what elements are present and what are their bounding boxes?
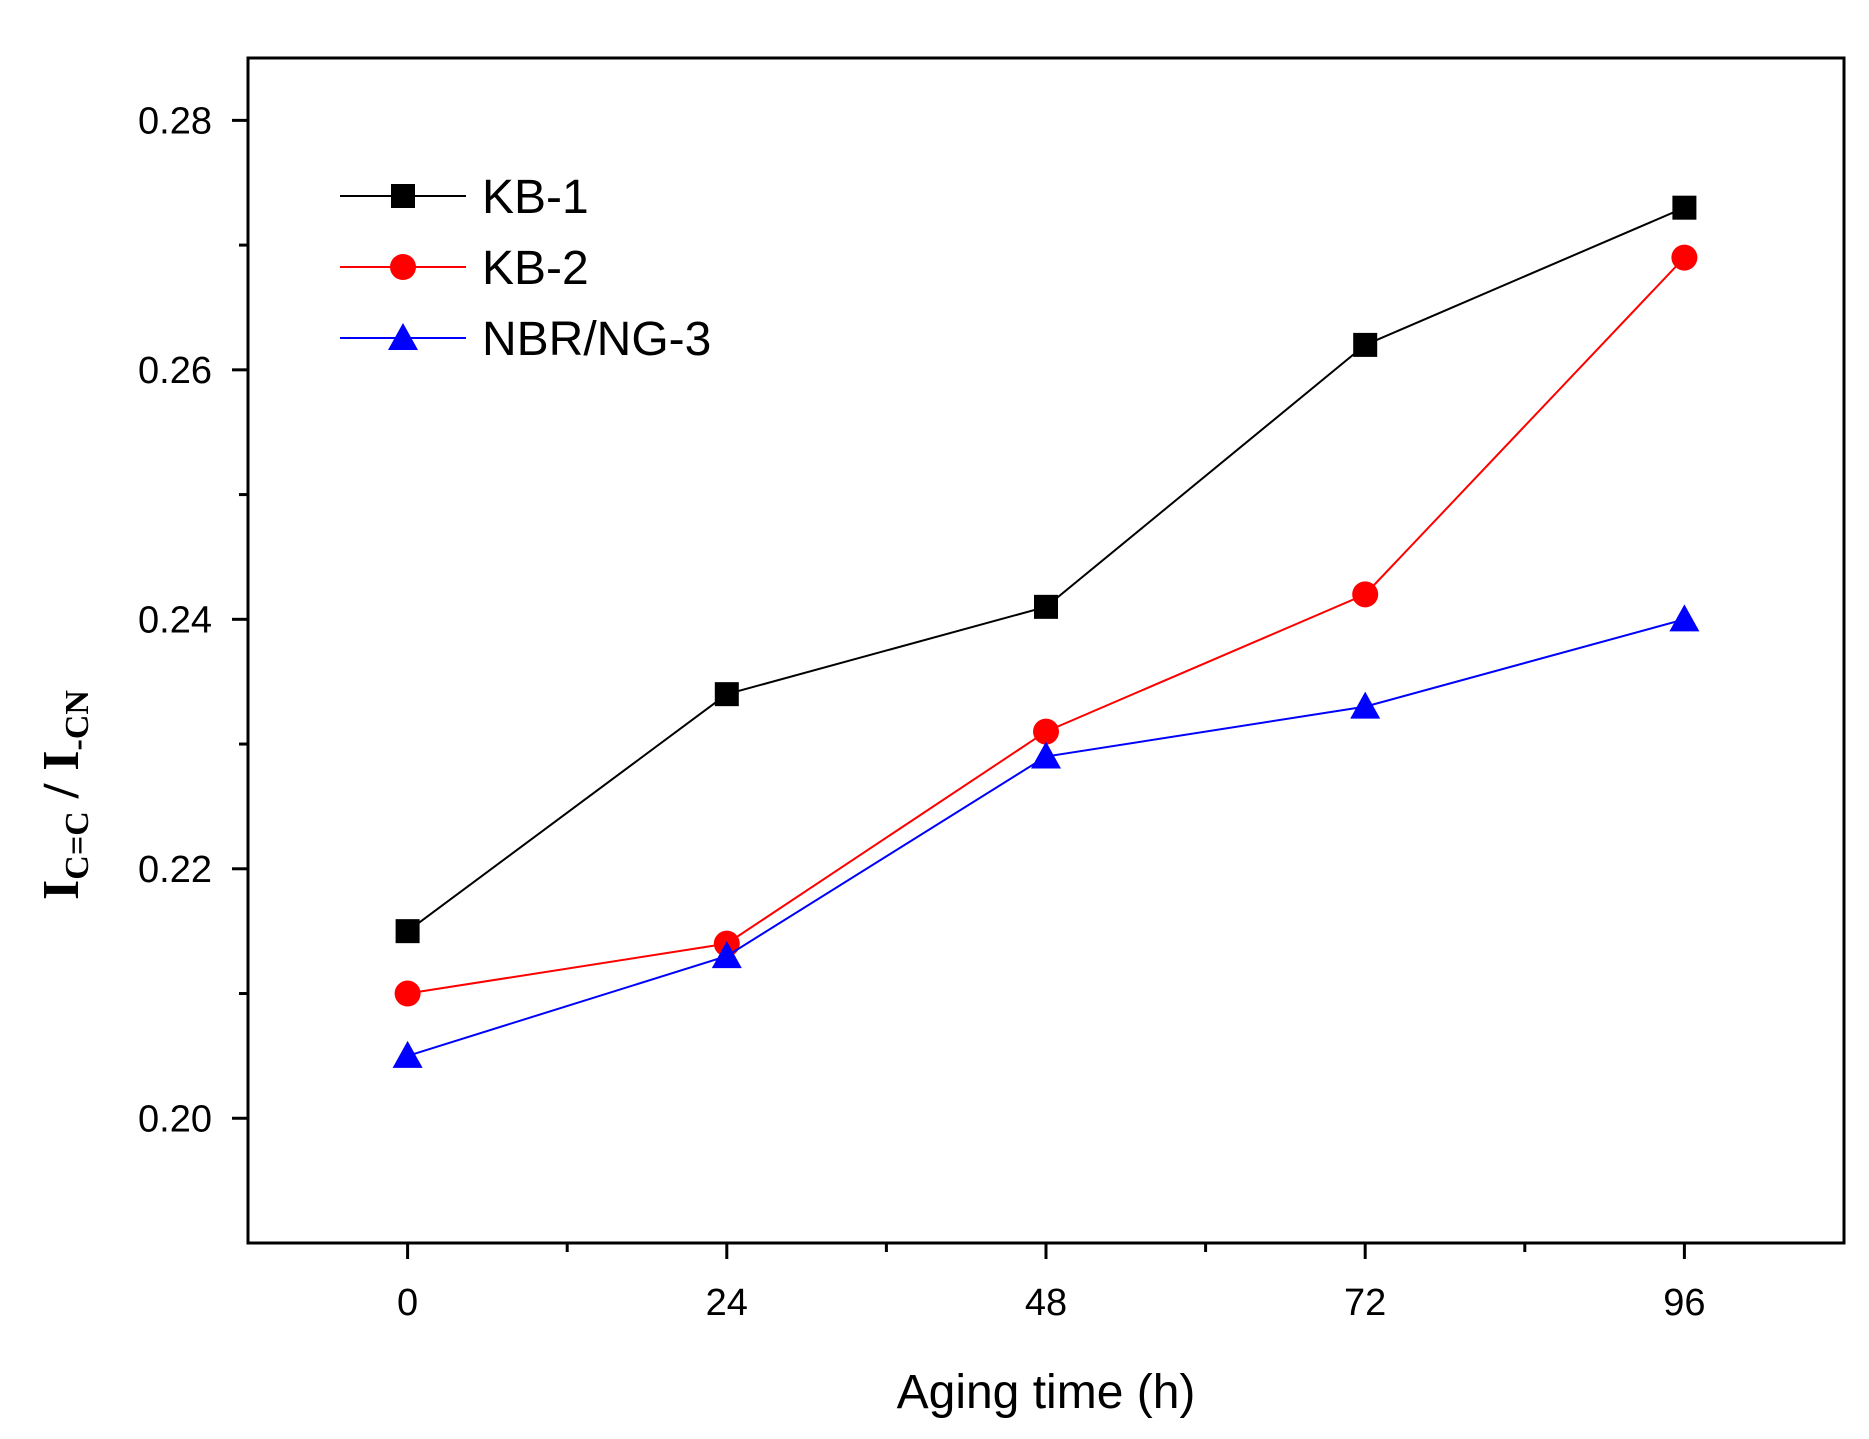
series-line-nbr-ng-3: [407, 618, 1685, 1057]
data-point-kb-2-0: [394, 980, 421, 1007]
data-point-kb-1-4: [1672, 195, 1697, 220]
legend-marker-kb-1: [391, 184, 415, 208]
data-point-nbr-ng-3-3: [1350, 691, 1381, 719]
series-line-kb-2: [407, 256, 1686, 995]
series-nbr-ng-3: [392, 604, 1700, 1068]
data-point-nbr-ng-3-1: [711, 941, 742, 969]
data-point-kb-1-3: [1353, 332, 1378, 357]
y-axis-title-sub2: -CN: [59, 690, 96, 751]
data-point-nbr-ng-3-2: [1031, 741, 1061, 769]
series-kb-1: [395, 195, 1697, 944]
x-tick-label-4: 96: [1663, 1282, 1705, 1324]
x-axis-ticks: 0 24 48 72 96: [397, 1243, 1706, 1324]
y-tick-label-4: 0.28: [138, 100, 212, 142]
series-kb-2: [394, 244, 1698, 1007]
data-point-kb-1-0: [395, 919, 420, 944]
y-axis-ticks: 0.20 0.22 0.24 0.26 0.28: [138, 100, 248, 1140]
x-tick-label-1: 24: [706, 1282, 748, 1324]
x-tick-label-0: 0: [397, 1282, 418, 1324]
data-point-kb-2-3: [1352, 581, 1379, 608]
legend-item-nbr-ng-3: NBR/NG-3: [340, 313, 711, 366]
data-point-kb-2-2: [1033, 718, 1059, 745]
legend-item-kb-2: KB-2: [340, 242, 589, 295]
legend-label-kb-2: KB-2: [482, 242, 589, 295]
data-point-kb-2-4: [1671, 244, 1698, 271]
y-tick-label-3: 0.26: [138, 350, 212, 392]
legend-item-kb-1: KB-1: [340, 171, 589, 224]
y-axis-title: IC=C / I-CN: [33, 690, 96, 900]
legend: KB-1 KB-2 NBR/NG-3: [340, 171, 711, 366]
y-tick-label-2: 0.24: [138, 599, 212, 641]
y-axis-title-sep: /: [33, 771, 90, 811]
series-layer: [392, 195, 1700, 1068]
data-point-nbr-ng-3-0: [392, 1040, 423, 1068]
legend-marker-kb-2: [390, 254, 416, 280]
x-tick-label-3: 72: [1344, 1282, 1386, 1324]
x-tick-label-2: 48: [1025, 1282, 1067, 1324]
x-axis-title: Aging time (h): [897, 1366, 1196, 1419]
data-point-nbr-ng-3-4: [1669, 604, 1700, 632]
svg-text:IC=C / I-CN: IC=C / I-CN: [33, 690, 96, 900]
legend-marker-nbr-ng-3: [388, 323, 418, 350]
y-axis-title-i1: I: [33, 880, 90, 900]
legend-label-kb-1: KB-1: [482, 171, 589, 224]
y-axis-title-sub1: C=C: [59, 811, 96, 879]
legend-label-nbr-ng-3: NBR/NG-3: [482, 313, 711, 366]
y-tick-label-1: 0.22: [138, 849, 212, 891]
data-point-kb-1-2: [1034, 594, 1058, 619]
data-point-kb-1-1: [714, 682, 739, 707]
y-tick-label-0: 0.20: [138, 1098, 212, 1140]
y-axis-title-i2: I: [33, 751, 90, 771]
plot-frame: [246, 56, 1846, 1245]
